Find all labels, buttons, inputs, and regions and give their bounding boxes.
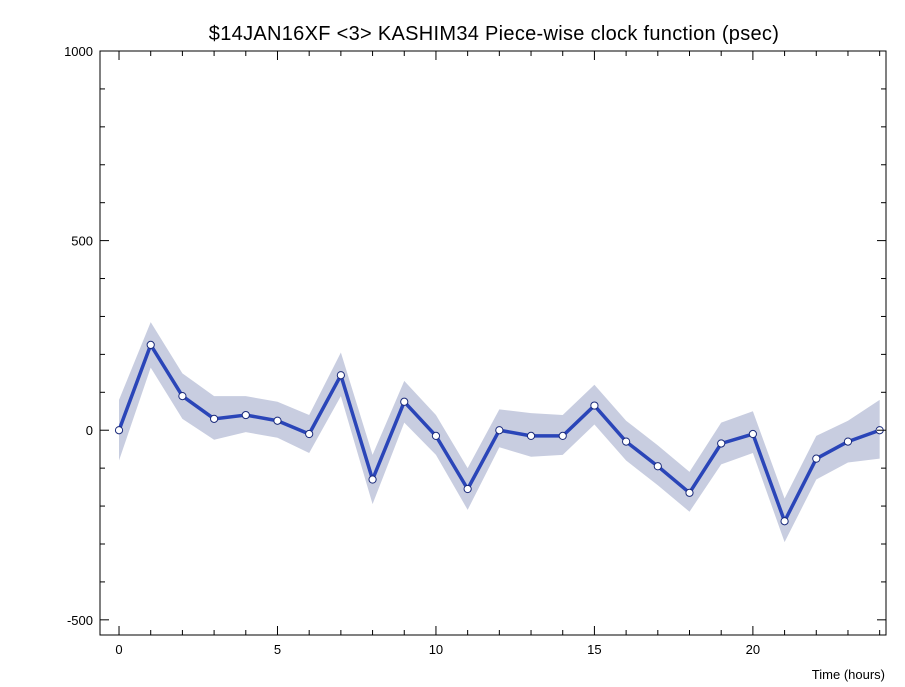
data-point [114, 426, 124, 435]
data-point [336, 371, 345, 380]
data-markers [114, 340, 884, 526]
x-tick-label: 0 [115, 642, 122, 657]
data-point [843, 437, 853, 446]
data-point [685, 488, 694, 497]
data-point [146, 340, 155, 349]
data-point [400, 397, 409, 406]
data-point [178, 391, 187, 401]
data-point [209, 414, 219, 423]
y-tick-label: 0 [86, 423, 93, 438]
data-point [463, 484, 472, 494]
x-tick-label: 5 [274, 642, 281, 657]
data-point [305, 429, 314, 439]
x-tick-label: 10 [429, 642, 443, 657]
data-point [526, 431, 536, 441]
data-point [622, 437, 631, 446]
x-tick-labels: 0 5 10 15 20 [115, 642, 760, 657]
y-tick-label: 1000 [64, 44, 93, 59]
x-tick-label: 20 [746, 642, 760, 657]
chart-title: $14JAN16XF <3> KASHIM34 Piece-wise clock… [209, 23, 779, 45]
y-tick-label: -500 [67, 613, 93, 628]
y-tick-label: 500 [71, 234, 93, 249]
x-axis-label: Time (hours) [812, 667, 885, 682]
data-point [241, 410, 250, 420]
data-point [273, 416, 282, 425]
data-point [558, 431, 567, 441]
data-point [368, 475, 377, 484]
data-point [590, 401, 599, 410]
data-point [748, 429, 757, 439]
x-tick-label: 15 [587, 642, 601, 657]
data-point [653, 462, 662, 471]
y-tick-labels: -500 0 500 1000 [64, 44, 93, 628]
data-point [780, 517, 789, 526]
axis-ticks [100, 50, 886, 635]
plot-frame [99, 50, 887, 636]
data-point [812, 454, 821, 463]
data-point [431, 431, 441, 441]
data-point [495, 426, 504, 435]
data-point [717, 439, 726, 448]
